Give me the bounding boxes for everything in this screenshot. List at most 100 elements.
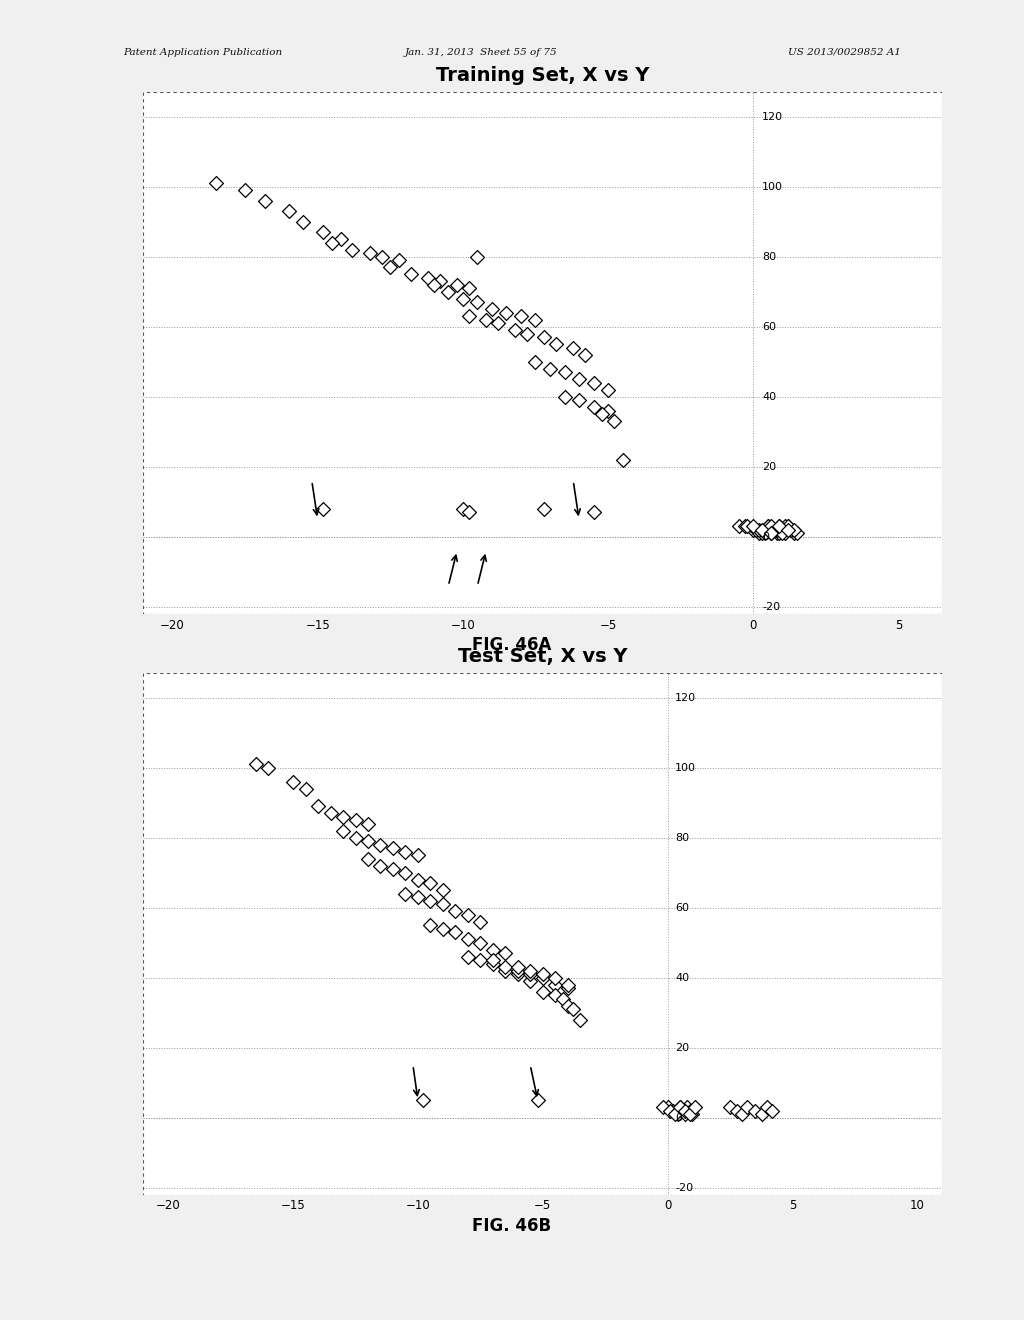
Point: [768, 523, 784, 544]
Point: [565, 338, 582, 359]
Point: [556, 362, 572, 383]
Point: [564, 998, 581, 1019]
Title: Test Set, X vs Y: Test Set, X vs Y: [458, 647, 628, 667]
Point: [783, 519, 800, 540]
Point: [472, 911, 488, 932]
Point: [780, 516, 797, 537]
Point: [785, 523, 802, 544]
Point: [771, 516, 787, 537]
Point: [510, 960, 526, 981]
Point: [374, 247, 390, 268]
Point: [426, 275, 442, 296]
Point: [359, 830, 376, 851]
Point: [547, 974, 563, 995]
Point: [760, 516, 776, 537]
Text: 60: 60: [675, 903, 689, 912]
Point: [774, 519, 791, 540]
Point: [788, 523, 805, 544]
Point: [535, 964, 551, 985]
Point: [771, 516, 787, 537]
Point: [670, 1104, 686, 1125]
Point: [323, 803, 339, 824]
Point: [768, 519, 784, 540]
Point: [682, 1100, 698, 1121]
Point: [422, 890, 438, 911]
Point: [548, 334, 564, 355]
Point: [745, 516, 762, 537]
Point: [754, 519, 770, 540]
Point: [729, 1100, 745, 1121]
Point: [281, 201, 297, 222]
Text: Patent Application Publication: Patent Application Publication: [123, 48, 282, 57]
Point: [751, 519, 767, 540]
Text: 60: 60: [762, 322, 776, 331]
Point: [484, 949, 501, 970]
Text: 100: 100: [762, 182, 783, 191]
Point: [518, 323, 535, 345]
Point: [510, 964, 526, 985]
Point: [347, 828, 364, 849]
Point: [535, 968, 551, 989]
Point: [572, 1008, 589, 1030]
Point: [257, 190, 273, 211]
Point: [730, 516, 746, 537]
Point: [295, 211, 311, 232]
Point: [757, 523, 773, 544]
Point: [748, 519, 764, 540]
Point: [513, 306, 529, 327]
Point: [555, 989, 571, 1010]
Point: [422, 915, 438, 936]
Text: 120: 120: [762, 112, 783, 121]
Point: [777, 516, 794, 537]
Point: [759, 1097, 775, 1118]
Point: [484, 953, 501, 974]
Point: [783, 519, 800, 540]
Point: [734, 1104, 751, 1125]
Text: 80: 80: [675, 833, 689, 842]
Point: [461, 502, 477, 523]
Point: [577, 345, 593, 366]
Point: [335, 820, 351, 841]
Point: [347, 809, 364, 830]
Point: [614, 449, 631, 470]
Point: [682, 1104, 698, 1125]
Text: -20: -20: [762, 602, 780, 611]
Point: [447, 900, 464, 921]
Text: 80: 80: [762, 252, 776, 261]
Point: [736, 516, 753, 537]
Point: [536, 498, 552, 519]
Point: [780, 519, 797, 540]
Point: [672, 1097, 688, 1118]
Point: [594, 404, 610, 425]
Point: [497, 957, 513, 978]
Point: [397, 841, 414, 862]
Point: [285, 771, 301, 792]
Point: [684, 1104, 700, 1125]
Point: [335, 807, 351, 828]
Point: [665, 1100, 681, 1121]
Point: [397, 862, 414, 883]
Point: [765, 519, 781, 540]
Point: [397, 883, 414, 904]
Point: [522, 960, 539, 981]
Point: [559, 995, 575, 1016]
Point: [455, 498, 471, 519]
Point: [402, 264, 419, 285]
Point: [385, 838, 401, 859]
Point: [777, 523, 794, 544]
Point: [722, 1097, 738, 1118]
Point: [391, 249, 408, 271]
Text: 40: 40: [675, 973, 689, 982]
Point: [472, 932, 488, 953]
Point: [662, 1100, 678, 1121]
Point: [763, 523, 779, 544]
Point: [529, 1089, 546, 1110]
Point: [605, 411, 622, 432]
Text: 40: 40: [762, 392, 776, 401]
Point: [785, 519, 802, 540]
Point: [739, 1097, 756, 1118]
Text: 120: 120: [675, 693, 696, 702]
Point: [469, 292, 485, 313]
Point: [469, 247, 485, 268]
Text: 100: 100: [675, 763, 696, 772]
